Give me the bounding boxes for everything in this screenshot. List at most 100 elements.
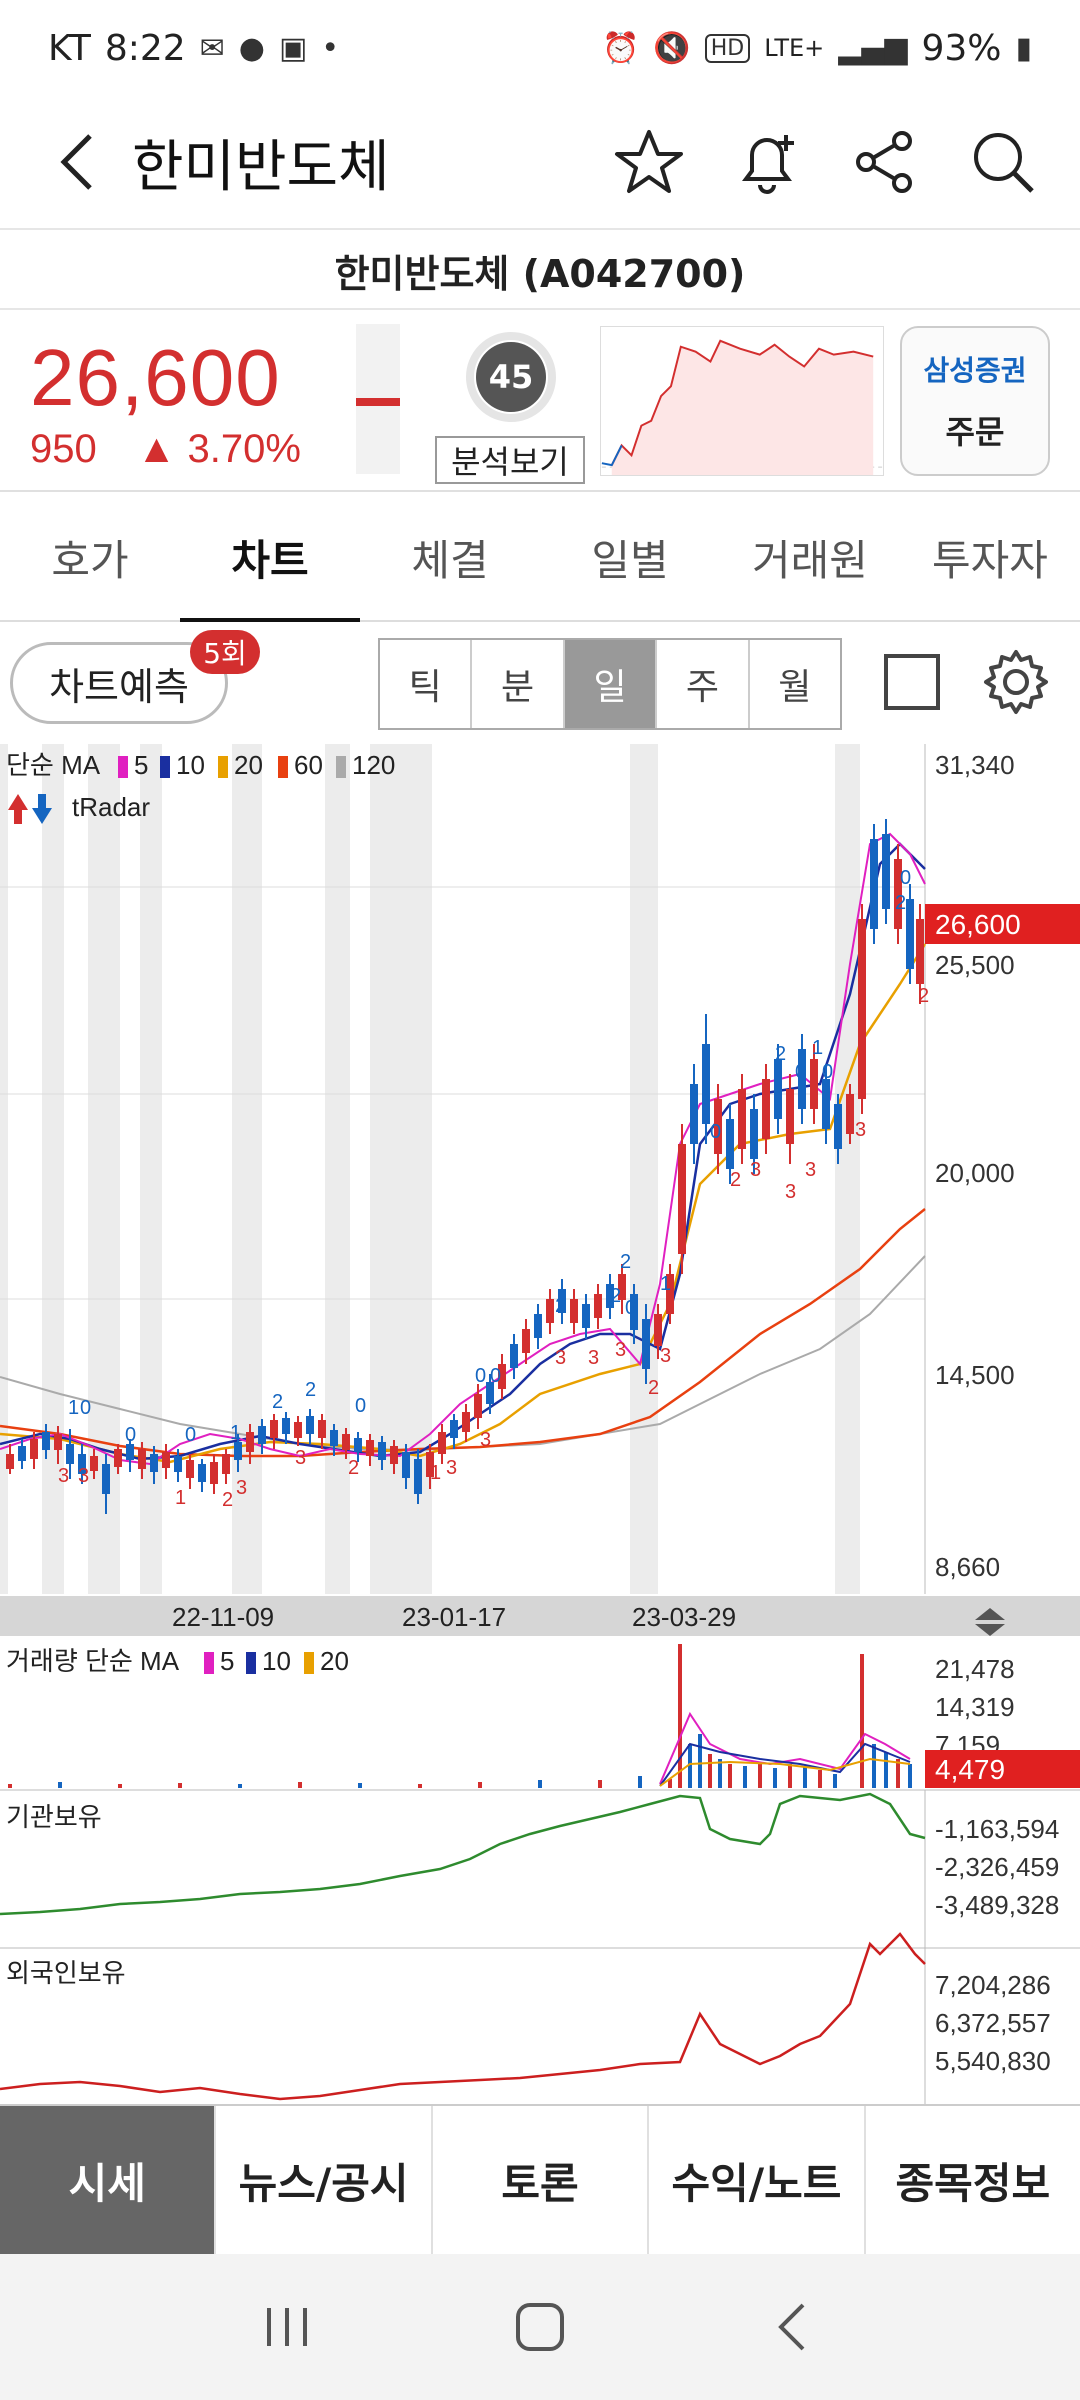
institution-label: 기관보유 bbox=[6, 1802, 102, 1832]
alert-button[interactable] bbox=[730, 125, 804, 199]
svg-text:1: 1 bbox=[230, 1422, 241, 1444]
radar-up-arrow-icon bbox=[8, 794, 28, 824]
ma-60-label: 60 bbox=[294, 750, 323, 780]
signal-icon: ▂▄▆ bbox=[838, 30, 908, 66]
current-price: 26,600 bbox=[30, 333, 281, 422]
image-icon: ▣ bbox=[278, 30, 308, 66]
mini-candle bbox=[356, 324, 400, 474]
ma-20-label: 20 bbox=[234, 750, 263, 780]
period-month[interactable]: 월 bbox=[778, 667, 812, 708]
svg-text:2: 2 bbox=[648, 1377, 659, 1399]
period-tick[interactable]: 틱 bbox=[380, 640, 473, 728]
chart-settings-button[interactable] bbox=[980, 646, 1052, 718]
clock: 8:22 bbox=[104, 27, 186, 69]
more-dot-icon: • bbox=[321, 30, 340, 66]
mute-icon: 🔇 bbox=[653, 30, 691, 66]
bottom-nav-news[interactable]: 뉴스/공시 bbox=[216, 2106, 433, 2254]
bottom-nav-discussion[interactable]: 토론 bbox=[433, 2106, 650, 2254]
svg-text:0: 0 bbox=[710, 1121, 721, 1143]
svg-text:1: 1 bbox=[430, 1462, 441, 1484]
vol-ma-5-label: 5 bbox=[220, 1646, 234, 1676]
candlesticks bbox=[6, 819, 924, 1514]
chart-area[interactable]: 단순 MA 5 10 20 60 120 tRadar bbox=[0, 744, 1080, 2104]
bottom-nav-returns[interactable]: 수익/노트 bbox=[649, 2106, 866, 2254]
up-triangle-icon: ▲ bbox=[136, 427, 177, 471]
system-back-button[interactable] bbox=[753, 2287, 833, 2367]
chat-icon: ● bbox=[238, 30, 265, 66]
bottom-nav-quotes[interactable]: 시세 bbox=[0, 2106, 217, 2254]
svg-text:1: 1 bbox=[660, 1273, 671, 1295]
back-arrow-icon bbox=[60, 134, 92, 190]
battery-label: 93% bbox=[921, 27, 1002, 69]
stock-full-name: 한미반도체 (A042700) bbox=[334, 251, 746, 296]
radar-label: tRadar bbox=[72, 792, 150, 822]
svg-text:1: 1 bbox=[68, 1397, 79, 1419]
institution-panel: 기관보유 -1,163,594 -2,326,459 -3,489,328 bbox=[0, 1790, 1080, 2104]
tab-chart[interactable]: 차트 bbox=[180, 494, 360, 622]
tab-orderbook[interactable]: 호가 bbox=[51, 535, 129, 585]
svg-text:0: 0 bbox=[795, 1061, 806, 1083]
ma-10-label: 10 bbox=[176, 750, 205, 780]
home-button[interactable] bbox=[500, 2287, 580, 2367]
alarm-icon: ⏰ bbox=[602, 30, 640, 66]
price-axis-label-1: 31,340 bbox=[935, 750, 1015, 780]
volume-panel: 거래량 단순 MA 5 10 20 bbox=[0, 1644, 1080, 1791]
foreign-panel: 외국인보유 7,204,286 6,372,557 5,540,830 bbox=[0, 1932, 1051, 2101]
price-legend: 단순 MA 5 10 20 60 120 tRadar bbox=[6, 750, 395, 824]
date-label-2: 23-01-17 bbox=[402, 1602, 506, 1632]
period-minute[interactable]: 분 bbox=[472, 640, 565, 728]
svg-text:3: 3 bbox=[750, 1159, 761, 1181]
search-button[interactable] bbox=[966, 125, 1040, 199]
back-button[interactable] bbox=[38, 122, 118, 202]
tab-brokers[interactable]: 거래원 bbox=[752, 535, 868, 585]
favorite-button[interactable] bbox=[612, 125, 686, 199]
svg-text:0: 0 bbox=[125, 1424, 136, 1446]
svg-text:2: 2 bbox=[272, 1391, 283, 1413]
svg-text:0: 0 bbox=[900, 867, 911, 889]
volume-legend-prefix: 거래량 단순 MA bbox=[6, 1646, 180, 1676]
svg-text:2: 2 bbox=[555, 1295, 566, 1317]
price-axis-label-5: 8,660 bbox=[935, 1552, 1000, 1582]
foreign-label: 외국인보유 bbox=[6, 1958, 126, 1988]
svg-text:3: 3 bbox=[78, 1465, 89, 1487]
tab-trades[interactable]: 체결 bbox=[411, 535, 489, 585]
order-button[interactable]: 삼성증권 주문 bbox=[900, 326, 1050, 476]
stock-chart-svg[interactable]: 단순 MA 5 10 20 60 120 tRadar bbox=[0, 744, 1080, 2104]
price-axis: 31,340 25,500 20,000 14,500 8,660 26,600 bbox=[925, 750, 1080, 1582]
bell-plus-icon bbox=[742, 135, 794, 194]
recent-apps-button[interactable] bbox=[247, 2287, 327, 2367]
home-icon bbox=[515, 2303, 564, 2351]
svg-text:3: 3 bbox=[58, 1465, 69, 1487]
price-axis-label-4: 14,500 bbox=[935, 1360, 1015, 1390]
institution-axis-label-3: -3,489,328 bbox=[935, 1890, 1059, 1920]
svg-text:3: 3 bbox=[555, 1347, 566, 1369]
svg-text:1: 1 bbox=[812, 1037, 823, 1059]
fullscreen-button[interactable] bbox=[884, 654, 940, 710]
bottom-nav-stock-info[interactable]: 종목정보 bbox=[895, 2158, 1051, 2208]
period-week[interactable]: 주 bbox=[657, 640, 750, 728]
svg-text:3: 3 bbox=[805, 1159, 816, 1181]
date-label-3: 23-03-29 bbox=[632, 1602, 736, 1632]
change-row: 950 ▲ 3.70% bbox=[30, 427, 301, 472]
svg-text:2: 2 bbox=[775, 1043, 786, 1065]
svg-text:2: 2 bbox=[305, 1379, 316, 1401]
vol-ma-10-label: 10 bbox=[262, 1646, 291, 1676]
score-widget[interactable]: 45 분석보기 bbox=[430, 324, 590, 484]
analysis-button[interactable]: 분석보기 bbox=[435, 436, 585, 484]
intraday-sparkline[interactable] bbox=[600, 326, 884, 476]
date-label-1: 22-11-09 bbox=[172, 1602, 274, 1632]
tab-investors[interactable]: 투자자 bbox=[932, 535, 1048, 585]
notification-icon: ✉ bbox=[199, 30, 225, 66]
change-percent-wrap: ▲ 3.70% bbox=[137, 427, 301, 472]
svg-text:0: 0 bbox=[475, 1365, 486, 1387]
tab-daily[interactable]: 일별 bbox=[591, 535, 669, 585]
price-axis-label-3: 20,000 bbox=[935, 1158, 1015, 1188]
app-header: 한미반도체 bbox=[0, 96, 1080, 230]
period-day[interactable]: 일 bbox=[564, 640, 658, 728]
volume-current-tag-bg bbox=[925, 1750, 1080, 1788]
vol-ma-20-label: 20 bbox=[320, 1646, 349, 1676]
svg-text:1: 1 bbox=[175, 1487, 186, 1509]
share-button[interactable] bbox=[848, 125, 922, 199]
order-label: 주문 bbox=[945, 413, 1005, 451]
